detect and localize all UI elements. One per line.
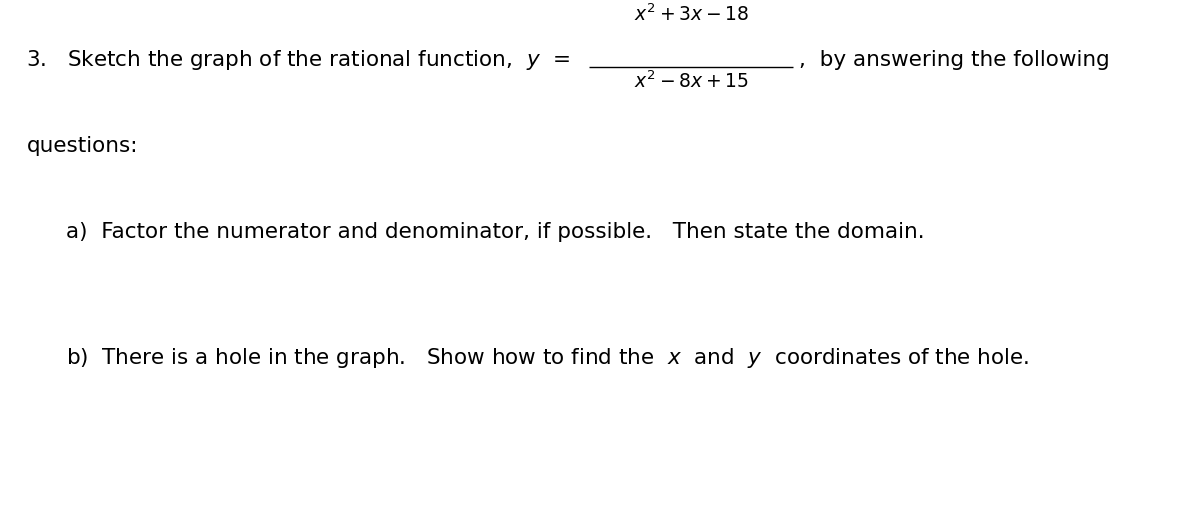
Text: $x^2+3x-18$: $x^2+3x-18$: [634, 4, 749, 25]
Text: ,  by answering the following: , by answering the following: [799, 49, 1110, 70]
Text: a)  Factor the numerator and denominator, if possible.   Then state the domain.: a) Factor the numerator and denominator,…: [66, 221, 925, 241]
Text: $x^2-8x+15$: $x^2-8x+15$: [634, 71, 749, 92]
Text: 3.   Sketch the graph of the rational function,  $y$  =: 3. Sketch the graph of the rational func…: [26, 47, 571, 72]
Text: questions:: questions:: [26, 135, 138, 156]
Text: b)  There is a hole in the graph.   Show how to find the  $x$  and  $y$  coordin: b) There is a hole in the graph. Show ho…: [66, 345, 1030, 370]
